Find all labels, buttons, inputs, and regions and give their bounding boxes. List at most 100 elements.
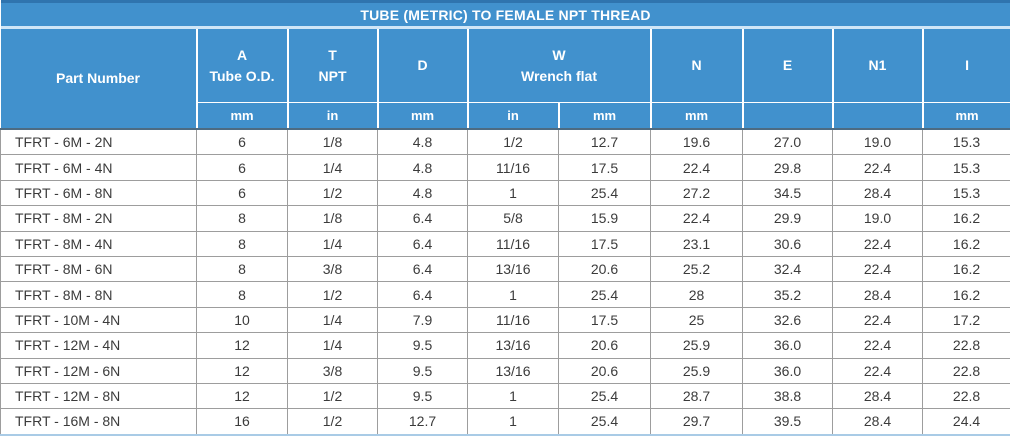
data-cell: 12.7 [377, 408, 468, 436]
data-cell: 16.2 [921, 281, 1010, 308]
data-cell: 12 [196, 382, 288, 410]
data-cell: 19.6 [650, 128, 743, 156]
table-row: TFRT - 6M - 8N 6 1/2 4.8 1 25.4 27.2 34.5 28.4 15… [0, 179, 1010, 207]
units-row: mm in mm in mm mm mm [1, 102, 1010, 130]
data-cell: 13/16 [467, 357, 559, 384]
data-cell: 29.8 [742, 154, 833, 181]
data-cell: 22.4 [832, 332, 923, 359]
data-cell: 1 [467, 179, 559, 207]
data-cell: 1/2 [287, 382, 378, 410]
data-cell: 1/2 [287, 408, 378, 436]
data-cell: 20.6 [558, 357, 651, 384]
data-cell: 13/16 [467, 255, 559, 283]
data-cell: 8 [196, 255, 288, 283]
part-number-cell: TFRT - 6M - 2N [0, 128, 197, 156]
column-header-t-npt: T NPT [286, 27, 378, 103]
data-cell: 4.8 [377, 179, 468, 207]
data-cell: 28 [650, 281, 743, 308]
data-cell: 6.4 [377, 255, 468, 283]
part-number-cell: TFRT - 12M - 8N [0, 382, 197, 410]
data-cell: 16 [196, 408, 288, 436]
data-cell: 15.9 [558, 205, 651, 232]
data-cell: 36.0 [742, 357, 833, 384]
data-cell: 6.4 [377, 281, 468, 308]
data-cell: 1/4 [287, 306, 378, 334]
unit-header-n: mm [649, 102, 743, 130]
data-cell: 8 [196, 281, 288, 308]
data-cell: 22.4 [650, 154, 743, 181]
data-cell: 20.6 [558, 332, 651, 359]
table-body: TFRT - 6M - 2N 6 1/8 4.8 1/2 12.7 19.6 27.0 19.0… [0, 128, 1010, 436]
data-cell: 13/16 [467, 332, 559, 359]
data-cell: 1/8 [287, 128, 378, 156]
data-cell: 28.4 [832, 408, 923, 436]
data-cell: 1 [467, 281, 559, 308]
table-row: TFRT - 12M - 4N 12 1/4 9.5 13/16 20.6 25.9 36.0… [0, 332, 1010, 359]
data-cell: 3/8 [287, 255, 378, 283]
data-cell: 12 [196, 357, 288, 384]
column-header-part-number: Part Number [0, 27, 197, 130]
unit-header-d: mm [376, 102, 468, 130]
part-number-cell: TFRT - 8M - 2N [0, 205, 197, 232]
data-cell: 22.4 [832, 357, 923, 384]
data-cell: 1/4 [287, 230, 378, 257]
data-cell: 32.4 [742, 255, 833, 283]
data-cell: 30.6 [742, 230, 833, 257]
data-cell: 19.0 [832, 205, 923, 232]
data-cell: 12 [196, 332, 288, 359]
data-cell: 22.4 [832, 154, 923, 181]
data-cell: 6 [196, 179, 288, 207]
data-cell: 28.4 [832, 382, 923, 410]
data-cell: 1 [467, 382, 559, 410]
data-cell: 6.4 [377, 205, 468, 232]
data-cell: 20.6 [558, 255, 651, 283]
data-cell: 9.5 [377, 382, 468, 410]
part-number-cell: TFRT - 8M - 6N [0, 255, 197, 283]
table-row: TFRT - 8M - 8N 8 1/2 6.4 1 25.4 28 35.2 28.4 16.2 [0, 281, 1010, 308]
data-cell: 39.5 [742, 408, 833, 436]
unit-header-e [741, 102, 833, 130]
data-cell: 17.5 [558, 154, 651, 181]
data-cell: 15.3 [921, 179, 1010, 207]
data-cell: 22.8 [921, 382, 1010, 410]
table-row: TFRT - 10M - 4N 10 1/4 7.9 11/16 17.5 25 32.6 22… [0, 306, 1010, 334]
column-header-d: D [376, 27, 468, 103]
data-cell: 25.4 [558, 179, 651, 207]
data-cell: 17.2 [921, 306, 1010, 334]
data-cell: 22.4 [832, 230, 923, 257]
part-number-cell: TFRT - 6M - 8N [0, 179, 197, 207]
data-cell: 7.9 [377, 306, 468, 334]
data-cell: 32.6 [742, 306, 833, 334]
column-header-a-tube-od: A Tube O.D. [195, 27, 288, 103]
unit-header-i: mm [921, 102, 1010, 130]
data-cell: 38.8 [742, 382, 833, 410]
data-cell: 1/2 [467, 128, 559, 156]
data-cell: 9.5 [377, 357, 468, 384]
table-row: TFRT - 12M - 6N 12 3/8 9.5 13/16 20.6 25.9 36.0… [0, 357, 1010, 384]
data-cell: 22.8 [921, 357, 1010, 384]
data-cell: 25.4 [558, 281, 651, 308]
table-row: TFRT - 6M - 4N 6 1/4 4.8 11/16 17.5 22.4 29.8 22… [0, 154, 1010, 181]
title-row: TUBE (METRIC) TO FEMALE NPT THREAD [0, 0, 1010, 29]
data-cell: 16.2 [921, 205, 1010, 232]
table-row: TFRT - 12M - 8N 12 1/2 9.5 1 25.4 28.7 38.8 28.4… [0, 382, 1010, 410]
unit-header-a: mm [195, 102, 288, 130]
data-cell: 34.5 [742, 179, 833, 207]
data-cell: 8 [196, 205, 288, 232]
part-number-cell: TFRT - 10M - 4N [0, 306, 197, 334]
data-cell: 27.0 [742, 128, 833, 156]
data-cell: 6 [196, 154, 288, 181]
column-header-row: Part Number A Tube O.D. T NPT D W Wrench… [0, 27, 1010, 130]
data-cell: 1/8 [287, 205, 378, 232]
data-cell: 12.7 [558, 128, 651, 156]
data-cell: 1 [467, 408, 559, 436]
column-header-i: I [921, 27, 1010, 103]
table-row: TFRT - 6M - 2N 6 1/8 4.8 1/2 12.7 19.6 27.0 19.0… [0, 128, 1010, 156]
data-cell: 6.4 [377, 230, 468, 257]
unit-header-t: in [286, 102, 378, 130]
data-cell: 25.9 [650, 332, 743, 359]
data-cell: 29.7 [650, 408, 743, 436]
data-cell: 28.4 [832, 179, 923, 207]
data-cell: 8 [196, 230, 288, 257]
